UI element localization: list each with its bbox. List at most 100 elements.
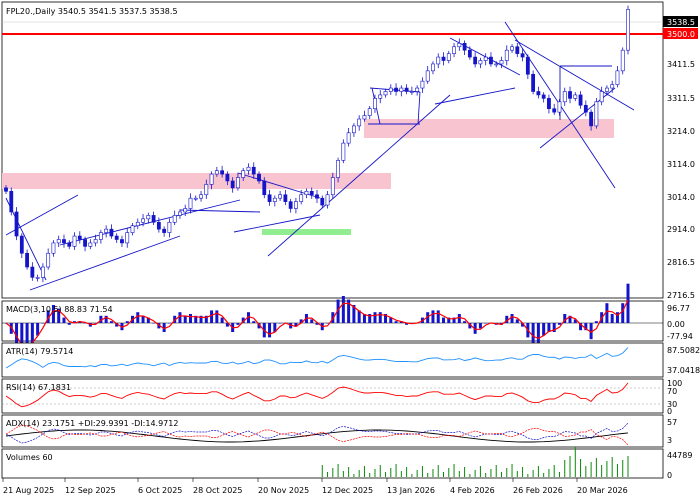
macd-level-label: 0.00 (667, 320, 685, 329)
volume-bar (348, 467, 350, 477)
candle-body (278, 194, 283, 199)
volume-bar (448, 468, 450, 477)
volume-bar (543, 473, 545, 477)
rsi-panel[interactable]: RSI(14) 67.1831 100 70 30 0 (1, 378, 682, 416)
macd-histogram-bar (273, 323, 277, 332)
candle-body (299, 194, 304, 202)
macd-signal-line (5, 299, 629, 348)
price-level-label: 3014.0 (667, 193, 695, 202)
rsi-line (5, 382, 629, 408)
candle-body (399, 87, 404, 92)
candle-body (531, 73, 536, 92)
candle-body (594, 101, 599, 127)
price-panel[interactable] (1, 1, 664, 299)
candle-body (346, 132, 351, 144)
volume-bar (321, 465, 323, 477)
atr-panel[interactable]: ATR(14) 79.5714 87.5082 37.0418 (1, 342, 700, 378)
volume-bar (332, 468, 334, 477)
macd-histogram-bar (20, 323, 24, 356)
macd-histogram-bar (626, 283, 630, 323)
candle-body (605, 87, 609, 92)
candlesticks[interactable] (4, 5, 630, 283)
candle-body (283, 194, 288, 202)
macd-histogram-bar (615, 312, 619, 323)
macd-histogram-bar (621, 303, 625, 323)
last-price-tag (663, 16, 698, 27)
atr-title: ATR(14) 79.5714 (6, 347, 73, 356)
volume-panel[interactable]: Volumes 60 44789 0 (1, 447, 692, 480)
di-plus-line (5, 422, 629, 444)
volume-bar (553, 465, 555, 477)
date-label: 21 Aug 2025 (3, 486, 54, 495)
candle-body (351, 125, 356, 134)
candle-body (199, 194, 203, 199)
candle-body (568, 91, 572, 99)
candle-body (489, 56, 493, 65)
candle-body (251, 166, 256, 175)
candle-body (304, 191, 309, 196)
candle-body (93, 239, 98, 244)
macd-histogram-bar (542, 323, 546, 336)
candle-body (336, 160, 340, 178)
candle-body (162, 228, 167, 233)
date-label: 12 Sep 2025 (65, 486, 116, 495)
macd-histogram-bar (104, 315, 108, 323)
price-level-label: 2816.5 (667, 258, 695, 267)
macd-histogram-bar (557, 323, 561, 325)
uptrend-main (267, 94, 451, 257)
candle-body (499, 60, 504, 65)
candle-body (241, 170, 246, 178)
candle-body (409, 91, 414, 93)
candle-body (257, 173, 261, 182)
macd-histogram-bar (336, 299, 340, 323)
candle-body (51, 242, 56, 254)
macd-histogram-bar (204, 315, 208, 323)
candle-body (40, 266, 45, 278)
candle-body (236, 177, 240, 189)
candle-body (415, 87, 420, 92)
price-level-label: 3214.0 (667, 127, 695, 136)
macd-histogram-bar (268, 323, 272, 338)
macd-histogram-bar (389, 317, 393, 323)
date-label: 13 Jan 2026 (387, 486, 435, 495)
date-label: 28 Oct 2025 (193, 486, 242, 495)
macd-histogram-bar (442, 317, 446, 323)
candle-body (578, 94, 583, 106)
volume-bar (522, 467, 524, 477)
macd-histogram-bar (241, 317, 245, 323)
adx-panel[interactable]: ADX(14) 23.1751 +DI:29.9391 -DI:14.9712 … (1, 414, 677, 448)
candle-body (156, 221, 161, 230)
macd-histogram-bar (252, 321, 256, 323)
candle-body (104, 228, 109, 233)
macd-histogram-bar (326, 323, 330, 324)
candle-body (388, 87, 393, 92)
candle-body (557, 101, 562, 113)
candle-body (214, 170, 219, 175)
volume-bar (474, 470, 476, 477)
candle-body (383, 91, 388, 96)
candle-body (362, 115, 367, 120)
candle-body (510, 46, 514, 51)
rsi-level-label: 0 (667, 407, 672, 416)
macd-histogram-bar (573, 319, 577, 323)
support-zone-left (2, 173, 391, 189)
volume-bar (469, 474, 471, 477)
macd-panel[interactable]: MACD(3,10,5) 88.83 71.54 96.77 0.00 -77.… (1, 283, 693, 356)
macd-histogram-bar (536, 323, 540, 343)
candle-body (452, 46, 456, 54)
candle-body (62, 239, 66, 244)
volume-bar (622, 460, 624, 477)
candle-body (573, 94, 578, 99)
macd-histogram-bar (146, 317, 150, 323)
rsi-title: RSI(14) 67.1831 (6, 383, 71, 392)
date-label: 4 Feb 2026 (450, 486, 495, 495)
date-label: 20 Nov 2025 (258, 486, 309, 495)
volume-bar (479, 466, 481, 477)
adx-level-label: 3 (667, 436, 672, 445)
macd-histogram-bar (57, 308, 61, 323)
macd-histogram-bar (352, 305, 356, 323)
macd-histogram-bar (436, 310, 440, 323)
macd-histogram-bar (452, 317, 456, 323)
candle-body (167, 221, 172, 233)
